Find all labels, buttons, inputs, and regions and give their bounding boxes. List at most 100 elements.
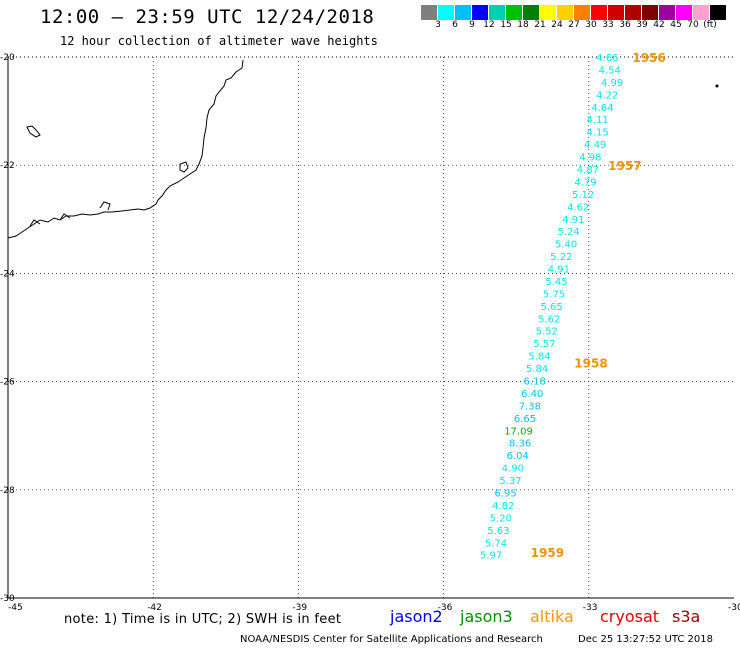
wave-height-value: 5.12: [572, 190, 594, 201]
wave-height-value: 5.37: [499, 476, 521, 487]
wave-height-value: 7.38: [519, 401, 541, 412]
color-swatch: [489, 5, 506, 20]
color-scale-label: 21: [534, 20, 546, 30]
wave-height-value: 4.11: [586, 115, 608, 126]
wave-height-value: 4.66: [596, 53, 618, 64]
wave-height-value: 17.09: [504, 426, 533, 437]
wave-height-value: 4.90: [502, 464, 524, 475]
wave-height-value: 4.15: [586, 128, 608, 139]
map-subtitle: 12 hour collection of altimeter wave hei…: [60, 34, 378, 48]
color-swatch: [523, 5, 540, 20]
color-swatch: [659, 5, 676, 20]
time-label: 1957: [608, 159, 641, 173]
wave-height-labels: 4.664.54 4.994.22 4.644.11 4.154.49 4.984.87…: [480, 53, 623, 562]
map-title: 12:00 – 23:59 UTC 12/24/2018: [40, 6, 375, 28]
color-scale-label: 12: [483, 20, 495, 30]
satellite-name: s3a: [672, 607, 701, 626]
wave-height-value: 5.20: [490, 513, 512, 524]
wave-height-value: 8.36: [509, 439, 531, 450]
color-swatch: [472, 5, 489, 20]
color-scale-label: 6: [452, 20, 458, 30]
time-label: 1956: [632, 51, 665, 65]
color-scale-label: 33: [602, 20, 614, 30]
wave-height-value: 5.52: [536, 327, 558, 338]
color-swatch: [710, 5, 727, 20]
time-label: 1959: [531, 546, 564, 560]
satellite-name: jason2: [390, 607, 443, 626]
color-scale-label: 27: [568, 20, 580, 30]
wave-height-value: 5.84: [528, 352, 550, 363]
color-swatch: [608, 5, 625, 20]
wave-height-value: 4.54: [599, 65, 621, 76]
wave-height-value: 4.91: [548, 265, 570, 276]
lat-lon-grid: [8, 57, 734, 598]
wave-height-value: 4.49: [584, 140, 606, 151]
color-scale-labels: 3 6 9 12 15 18 21 24 27 30 33 36 39 42 45 70 (ft): [421, 20, 740, 34]
color-scale-label: 39: [636, 20, 648, 30]
color-swatch: [455, 5, 472, 20]
wave-height-value: 4.79: [574, 177, 596, 188]
wave-height-value: 5.22: [550, 252, 572, 263]
wave-height-value: 6.65: [514, 414, 536, 425]
color-scale-label: 15: [500, 20, 512, 30]
wave-height-value: 5.63: [487, 526, 509, 537]
isolated-point: [715, 84, 719, 88]
map-frame: [7, 56, 734, 599]
wave-height-value: 5.74: [485, 538, 507, 549]
wave-height-value: 4.91: [562, 215, 584, 226]
longitude-label: -36: [438, 603, 453, 613]
island-lagoon: [179, 161, 189, 173]
wave-height-value: 4.62: [567, 202, 589, 213]
island-north: [26, 125, 41, 138]
satellite-name: jason3: [460, 607, 513, 626]
wave-height-value: 6.04: [507, 451, 529, 462]
color-swatch: [625, 5, 642, 20]
wave-height-value: 5.97: [480, 551, 502, 562]
color-scale-bar: [421, 5, 727, 20]
color-scale-label: (ft): [703, 20, 717, 30]
color-swatch: [438, 5, 455, 20]
color-scale-label: 18: [517, 20, 529, 30]
longitude-label: -39: [292, 603, 307, 613]
wave-height-value: 6.18: [524, 377, 546, 388]
wave-height-value: 5.84: [526, 364, 548, 375]
latitude-label: -24: [0, 269, 15, 279]
latitude-label: -30: [0, 594, 15, 604]
latitude-label: -20: [0, 53, 15, 63]
color-scale-label: 70: [687, 20, 699, 30]
wave-height-value: 4.87: [577, 165, 599, 176]
latitude-label: -22: [0, 161, 15, 171]
wave-height-value: 5.24: [557, 227, 579, 238]
wave-height-value: 5.62: [538, 314, 560, 325]
longitude-label: -33: [583, 603, 598, 613]
wave-height-value: 6.40: [521, 389, 543, 400]
satellite-name: altika: [530, 607, 574, 626]
wave-height-value: 5.45: [545, 277, 567, 288]
wave-height-value: 4.99: [601, 78, 623, 89]
color-swatch: [421, 5, 438, 20]
color-swatch: [676, 5, 693, 20]
color-swatch: [591, 5, 608, 20]
satellite-name: cryosat: [600, 607, 660, 626]
time-label: 1958: [574, 357, 607, 371]
color-scale-label: 45: [670, 20, 682, 30]
longitude-label: -30: [728, 603, 740, 613]
footnote: note: 1) Time is in UTC; 2) SWH is in fe…: [64, 612, 342, 627]
generated-timestamp: Dec 25 13:27:52 UTC 2018: [578, 634, 713, 645]
wave-height-value: 5.57: [533, 339, 555, 350]
color-swatch: [693, 5, 710, 20]
axis-labels: -45 -42 -39 -36 -33 -30 -20 -22 -24 -26 -28 -30: [0, 53, 740, 613]
wave-height-value: 4.82: [492, 501, 514, 512]
credit-line: NOAA/NESDIS Center for Satellite Applica…: [240, 634, 543, 645]
color-scale-label: 36: [619, 20, 631, 30]
brazil-coastline: [7, 59, 244, 239]
wave-height-value: 5.65: [541, 302, 563, 313]
color-swatch: [540, 5, 557, 20]
longitude-label: -45: [8, 603, 23, 613]
color-swatch: [557, 5, 574, 20]
color-scale-label: 42: [653, 20, 665, 30]
longitude-label: -42: [147, 603, 162, 613]
coastline-inlet: [29, 201, 111, 227]
wave-height-value: 5.40: [555, 240, 577, 251]
